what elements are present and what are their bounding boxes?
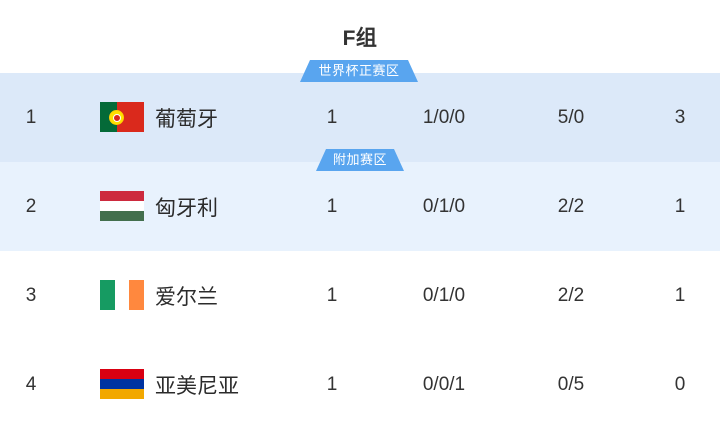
zone-badge-world-cup: 世界杯正赛区 (300, 60, 418, 82)
row-points: 1 (674, 285, 686, 306)
row-played: 1 (326, 285, 338, 306)
row-goals: 0/5 (557, 374, 585, 395)
zone-badge-playoff: 附加赛区 (316, 149, 404, 171)
row-points: 1 (674, 196, 686, 217)
row-played: 1 (326, 196, 338, 217)
table-row[interactable]: 3 爱尔兰 1 0/1/0 2/2 1 (0, 251, 720, 340)
row-team-name[interactable]: 葡萄牙 (155, 108, 218, 131)
row-played: 1 (326, 107, 338, 128)
row-rank: 1 (25, 107, 37, 128)
table-row[interactable]: 附加赛区 2 匈牙利 1 0/1/0 2/2 1 (0, 162, 720, 251)
table-row[interactable]: 4 亚美尼亚 1 0/0/1 0/5 0 (0, 340, 720, 429)
row-goals: 2/2 (557, 196, 585, 217)
standings-table: 世界杯正赛区 1 葡萄牙 1 1/0/0 5/0 3 附加赛区 2 (0, 73, 720, 429)
armenia-flag (100, 369, 144, 399)
portugal-flag (100, 102, 144, 132)
ireland-flag (100, 280, 144, 310)
row-team-name[interactable]: 爱尔兰 (155, 286, 218, 309)
row-points: 3 (674, 107, 686, 128)
row-win-draw-loss: 0/0/1 (422, 374, 466, 395)
row-win-draw-loss: 1/0/0 (422, 107, 466, 128)
table-row[interactable]: 世界杯正赛区 1 葡萄牙 1 1/0/0 5/0 3 (0, 73, 720, 162)
row-played: 1 (326, 374, 338, 395)
row-goals: 2/2 (557, 285, 585, 306)
row-rank: 2 (25, 196, 37, 217)
row-points: 0 (674, 374, 686, 395)
row-win-draw-loss: 0/1/0 (422, 196, 466, 217)
row-team-name[interactable]: 匈牙利 (155, 197, 218, 220)
row-goals: 5/0 (557, 107, 585, 128)
row-win-draw-loss: 0/1/0 (422, 285, 466, 306)
row-rank: 4 (25, 374, 37, 395)
row-rank: 3 (25, 285, 37, 306)
hungary-flag (100, 191, 144, 221)
row-team-name[interactable]: 亚美尼亚 (155, 375, 239, 398)
